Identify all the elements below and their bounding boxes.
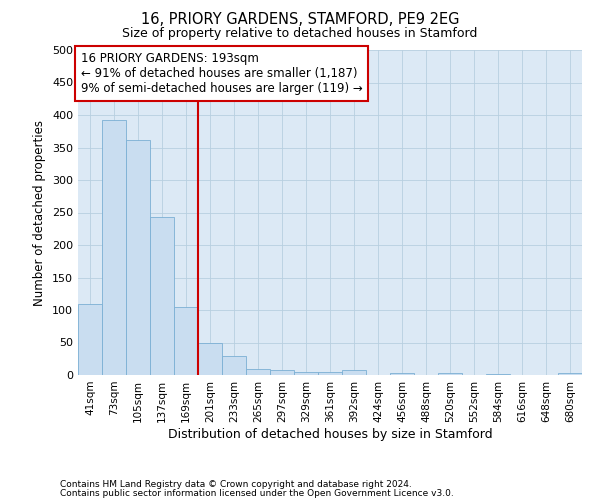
Bar [294, 372, 318, 375]
Bar [222, 356, 246, 375]
Bar [150, 217, 174, 375]
Bar [246, 368, 270, 375]
Bar [342, 370, 366, 375]
Bar [198, 342, 222, 375]
Bar [270, 370, 294, 375]
Bar [102, 120, 126, 375]
Bar [318, 372, 342, 375]
Text: 16 PRIORY GARDENS: 193sqm
← 91% of detached houses are smaller (1,187)
9% of sem: 16 PRIORY GARDENS: 193sqm ← 91% of detac… [80, 52, 362, 94]
Bar [174, 306, 198, 375]
Bar [486, 374, 510, 375]
Text: Contains HM Land Registry data © Crown copyright and database right 2024.: Contains HM Land Registry data © Crown c… [60, 480, 412, 489]
Bar [390, 373, 414, 375]
Y-axis label: Number of detached properties: Number of detached properties [34, 120, 46, 306]
Bar [126, 140, 150, 375]
Text: Contains public sector information licensed under the Open Government Licence v3: Contains public sector information licen… [60, 488, 454, 498]
Text: Size of property relative to detached houses in Stamford: Size of property relative to detached ho… [122, 28, 478, 40]
Bar [558, 373, 582, 375]
Bar [78, 304, 102, 375]
Text: 16, PRIORY GARDENS, STAMFORD, PE9 2EG: 16, PRIORY GARDENS, STAMFORD, PE9 2EG [141, 12, 459, 28]
X-axis label: Distribution of detached houses by size in Stamford: Distribution of detached houses by size … [167, 428, 493, 440]
Bar [438, 373, 462, 375]
